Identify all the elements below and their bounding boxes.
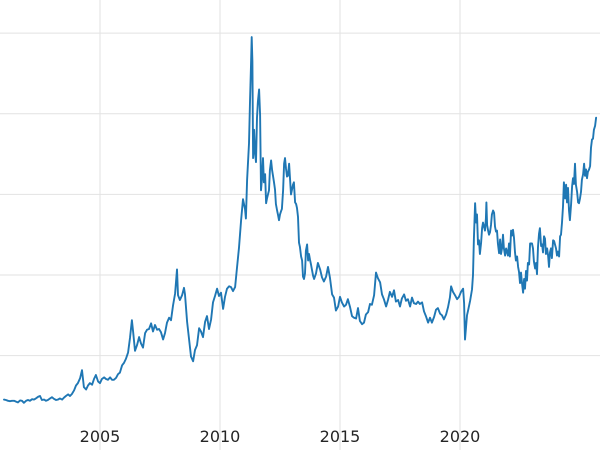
x-tick-label: 2015	[320, 427, 361, 446]
price-series-line	[3, 36, 598, 404]
x-tick-label: 2005	[80, 427, 121, 446]
x-tick-label: 2020	[440, 427, 481, 446]
x-tick-label: 2010	[200, 427, 241, 446]
